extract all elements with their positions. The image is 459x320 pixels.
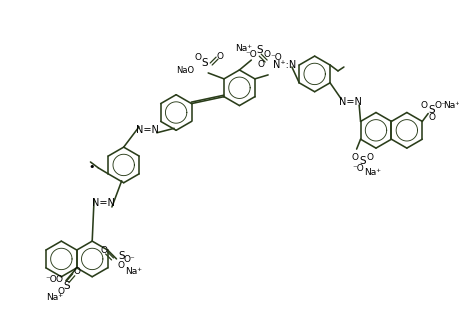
Text: S: S [201,58,207,68]
Text: O: O [57,287,64,296]
Text: ⁻O: ⁻O [352,164,364,173]
Text: O⁻: O⁻ [433,101,445,110]
Text: O: O [73,267,80,276]
Text: •: • [88,162,95,172]
Text: Na⁺: Na⁺ [46,293,63,302]
Text: O: O [56,275,62,284]
Text: Na⁺: Na⁺ [124,267,141,276]
Text: O: O [100,245,107,254]
Text: NaO: NaO [176,67,194,76]
Text: S: S [428,105,435,115]
Text: Na⁺: Na⁺ [363,168,380,177]
Text: N=N: N=N [91,198,114,208]
Text: Na⁺: Na⁺ [442,101,459,110]
Text: O: O [350,153,358,162]
Text: O: O [428,113,435,122]
Text: S: S [118,251,124,261]
Text: O: O [118,261,125,270]
Text: S: S [358,156,365,166]
Text: N=N: N=N [338,97,361,107]
Text: O⁻: O⁻ [123,255,135,264]
Text: O: O [366,153,373,162]
Text: O: O [194,52,202,61]
Text: N⁺:N: N⁺:N [273,60,296,70]
Text: ⁻O: ⁻O [245,50,257,59]
Text: O: O [257,60,264,68]
Text: O: O [216,52,223,60]
Text: S: S [63,281,70,291]
Text: ⁻O: ⁻O [269,52,281,61]
Text: O: O [420,101,427,110]
Text: O: O [263,50,270,59]
Text: N=N: N=N [136,125,159,135]
Text: S: S [255,45,262,55]
Text: Na⁺: Na⁺ [235,44,252,53]
Text: ⁻O: ⁻O [45,275,57,284]
